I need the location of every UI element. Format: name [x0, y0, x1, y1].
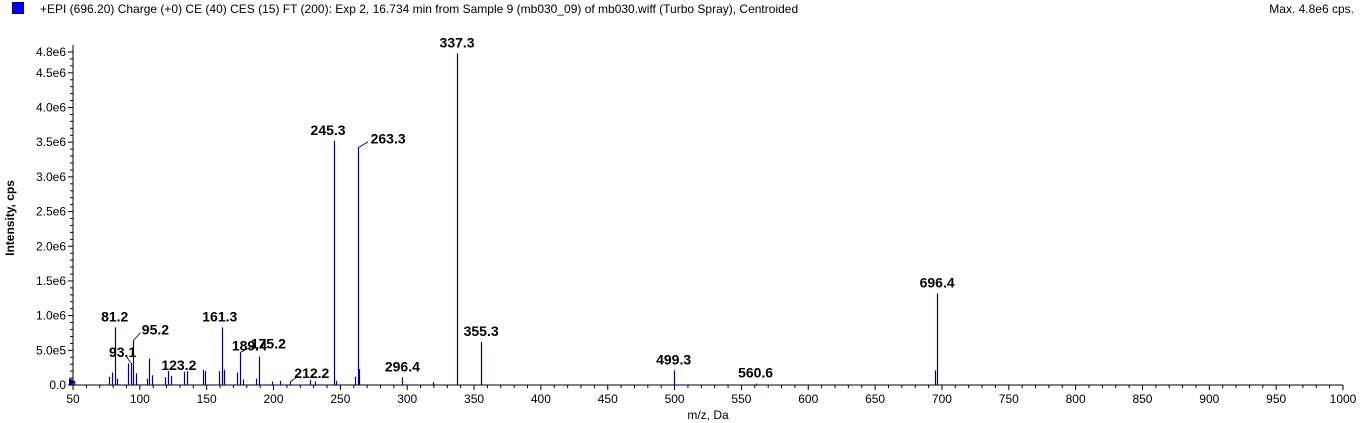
x-tick-label: 200	[264, 392, 284, 406]
y-tick-label: 4.8e6	[36, 45, 66, 59]
x-tick-label: 650	[865, 392, 885, 406]
y-tick-label: 2.0e6	[36, 239, 66, 253]
peak-label: 499.3	[656, 351, 691, 367]
peak-label: 696.4	[920, 274, 955, 290]
y-tick-label: 0.0	[49, 378, 66, 392]
peak-label: 355.3	[464, 323, 499, 339]
peak-label: 93.1	[109, 344, 136, 360]
peak-label: 81.2	[101, 308, 128, 324]
peak-label: 263.3	[371, 131, 406, 147]
label-leader	[240, 346, 253, 353]
peak-label: 161.3	[202, 308, 237, 324]
x-tick-label: 250	[330, 392, 350, 406]
y-tick-label: 3.0e6	[36, 170, 66, 184]
y-tick-label: 3.5e6	[36, 135, 66, 149]
x-tick-label: 50	[66, 392, 80, 406]
peak-label: 337.3	[440, 34, 475, 50]
x-tick-label: 550	[731, 392, 751, 406]
x-tick-label: 600	[798, 392, 818, 406]
peak-label: 245.3	[311, 122, 346, 138]
x-tick-label: 350	[464, 392, 484, 406]
x-tick-label: 950	[1266, 392, 1286, 406]
x-tick-label: 700	[932, 392, 952, 406]
label-leader	[133, 332, 141, 341]
y-axis-title: Intensity, cps	[3, 180, 17, 256]
x-axis-title: m/z, Da	[687, 408, 729, 422]
x-tick-label: 500	[665, 392, 685, 406]
label-leader	[357, 141, 369, 149]
peak-label: 175.2	[251, 335, 286, 351]
y-tick-label: 4.0e6	[36, 101, 66, 115]
y-tick-label: 1.0e6	[36, 309, 66, 323]
y-tick-label: 5.0e5	[36, 343, 66, 357]
peak-series	[73, 53, 939, 385]
x-tick-label: 100	[130, 392, 150, 406]
label-leader	[126, 356, 131, 364]
peak-label: 95.2	[142, 322, 169, 338]
x-tick-label: 450	[598, 392, 618, 406]
label-leader	[289, 375, 299, 383]
legend-swatch[interactable]	[12, 2, 24, 14]
x-tick-label: 400	[531, 392, 551, 406]
y-tick-label: 4.5e6	[36, 66, 66, 80]
peak-label: 560.6	[738, 365, 773, 381]
x-tick-label: 750	[999, 392, 1019, 406]
peak-label: 189.4	[232, 338, 267, 354]
x-tick-label: 1000	[1330, 392, 1357, 406]
max-intensity-label: Max. 4.8e6 cps.	[1269, 2, 1354, 16]
x-tick-label: 850	[1132, 392, 1152, 406]
x-tick-label: 900	[1199, 392, 1219, 406]
x-tick-label: 150	[197, 392, 217, 406]
x-tick-label: 300	[397, 392, 417, 406]
y-tick-label: 2.5e6	[36, 205, 66, 219]
chart-header: +EPI (696.20) Charge (+0) CE (40) CES (1…	[0, 0, 1360, 20]
peak-label: 296.4	[385, 358, 420, 374]
peak-label: 123.2	[161, 357, 196, 373]
peak-label: 212.2	[294, 365, 329, 381]
axes: 50 100 150 200 250 300 350 400 450 500 550 600 650 70…	[36, 45, 1357, 406]
origin-marker	[69, 378, 76, 386]
y-tick-label: 1.5e6	[36, 274, 66, 288]
chart-title: +EPI (696.20) Charge (+0) CE (40) CES (1…	[40, 2, 799, 16]
x-tick-label: 800	[1066, 392, 1086, 406]
